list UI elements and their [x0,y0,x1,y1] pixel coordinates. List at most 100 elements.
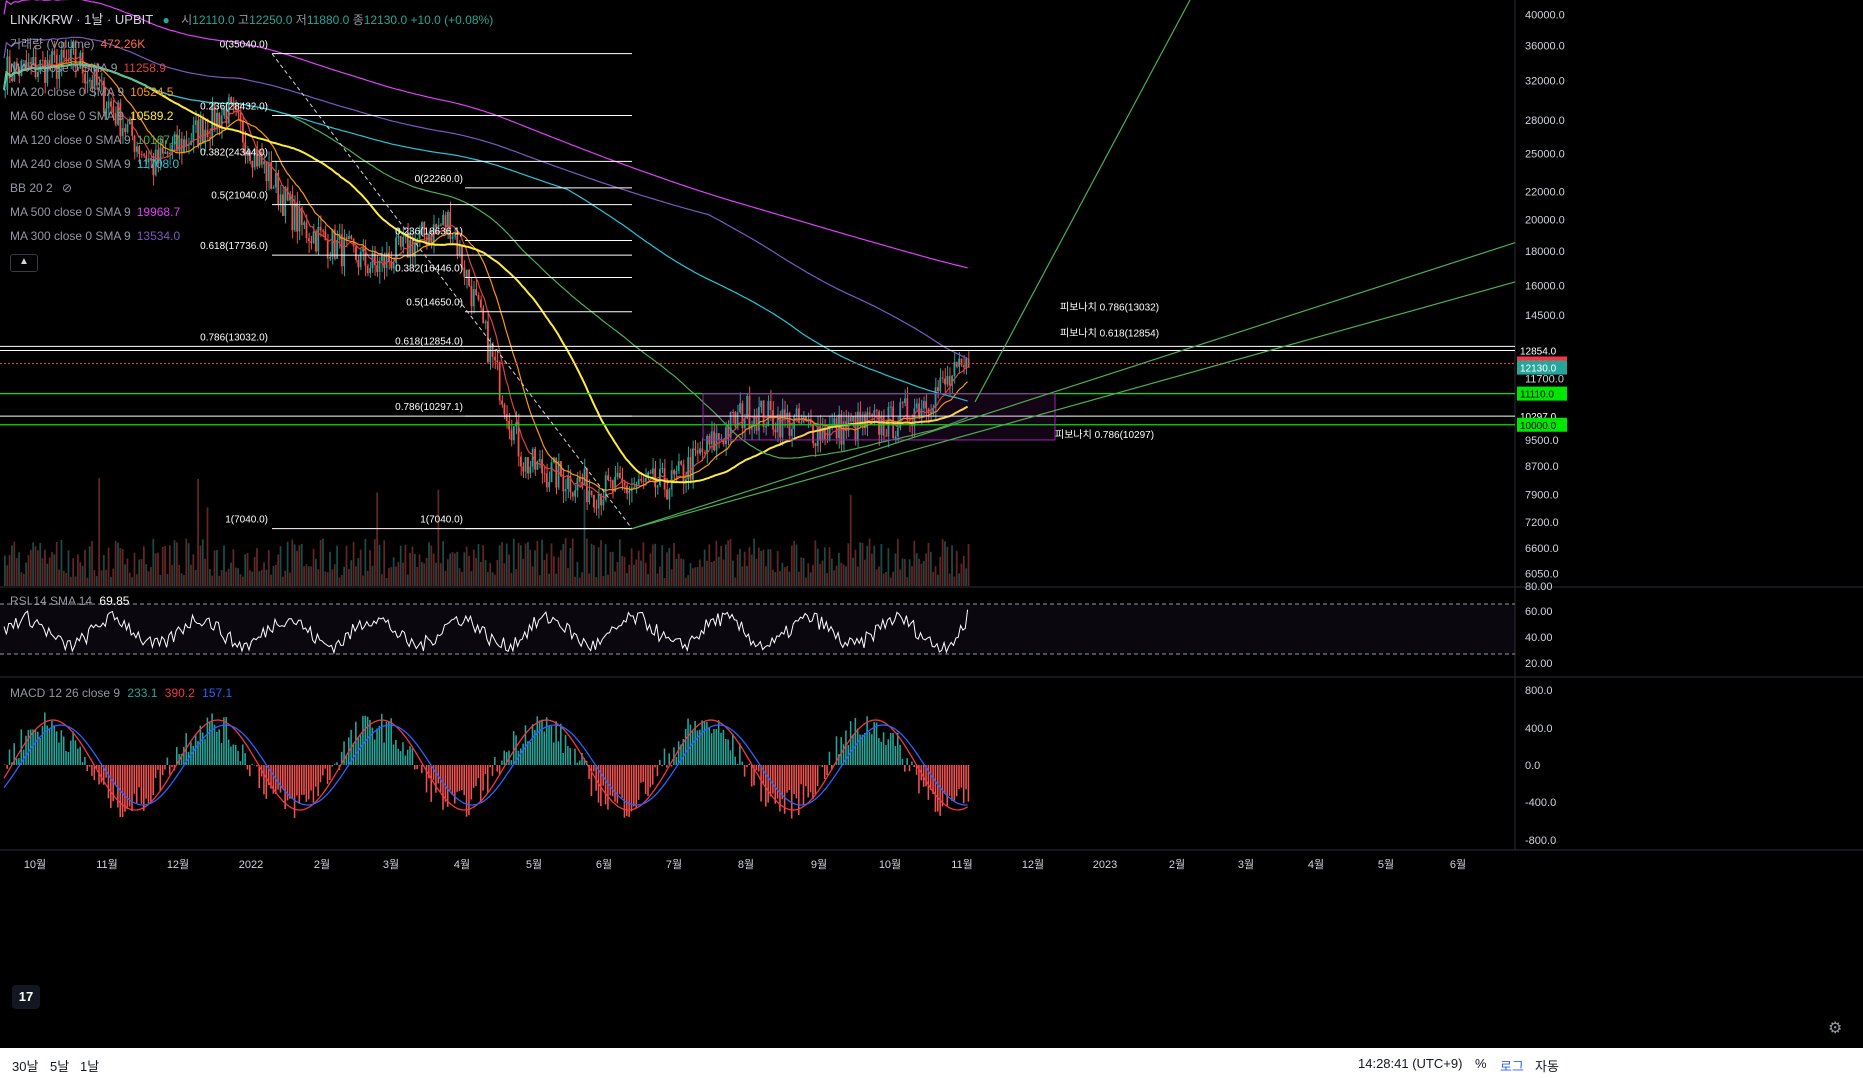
macd-hist-bar [687,719,689,765]
volume-bar [718,557,720,586]
volume-bar [871,554,873,586]
log-toggle[interactable]: 로그 [1500,1056,1524,1075]
rsi-tick-label: 20.00 [1525,658,1553,670]
macd-hist-bar [850,721,852,765]
indicator-row[interactable]: 거래량 (Volume) 472.26K [10,32,493,56]
candle-body [593,495,595,507]
symbol-title[interactable]: LINK/KRW · 1날 · UPBIT [10,12,153,27]
indicator-row[interactable]: MA 300 close 0 SMA 9 13534.0 [10,224,493,248]
macd-hist-bar [58,743,60,765]
price-tick-label: 6050.0 [1525,569,1559,581]
macd-hist-bar [626,765,628,816]
volume-bar [544,560,546,586]
volume-bar [258,571,260,586]
volume-bar [522,559,524,586]
macd-hist-bar [75,740,77,765]
macd-hist-bar [195,735,197,765]
macd-hist-bar [685,729,687,765]
percent-toggle[interactable]: % [1475,1056,1487,1071]
volume-bar [954,576,956,586]
volume-bar [506,544,508,586]
clock[interactable]: 14:28:41 (UTC+9) [1358,1056,1462,1071]
macd-hist-bar [529,742,531,765]
indicator-row[interactable]: BB 20 2 ⊘ [10,176,493,200]
macd-hist-bar [251,764,253,765]
macd-hist-bar [249,765,251,776]
volume-bar [315,559,317,586]
volume-bar [482,545,484,586]
indicator-row[interactable]: MA 9 close 0 SMA 9 11258.9 [10,56,493,80]
macd-hist-bar [393,745,395,765]
macd-hist-bar [16,758,18,765]
candle-body [697,450,699,453]
macd-hist-bar [904,765,906,772]
gear-icon[interactable]: ⚙ [1828,1018,1842,1038]
range-5d-button[interactable]: 5날 [50,1056,69,1075]
macd-hist-bar [668,753,670,765]
volume-bar [850,495,852,586]
macd-hist-bar [732,734,734,765]
candle-body [478,295,480,300]
macd-hist-bar [737,764,739,765]
volume-bar [447,559,449,586]
macd-hist-bar [141,765,143,804]
indicator-row[interactable]: MA 20 close 0 SMA 9 10524.5 [10,80,493,104]
indicator-row[interactable]: MA 120 close 0 SMA 9 10167.7 [10,128,493,152]
volume-bar [546,554,548,586]
volume-bar [513,539,515,586]
volume-bar [732,561,734,586]
volume-bar [242,577,244,586]
volume-bar [152,539,154,586]
volume-bar [84,550,86,586]
eye-hidden-icon[interactable]: ⊘ [59,181,72,195]
volume-bar [405,545,407,586]
macd-hist-bar [456,765,458,792]
volume-bar [963,556,965,586]
fib-label: 0.786(13032.0) [200,332,268,343]
tradingview-logo-icon[interactable]: 17 [12,985,40,1009]
macd-hist-bar [664,748,666,765]
volume-bar [169,545,171,586]
rsi-label[interactable]: RSI 14 SMA 14 [10,594,92,608]
macd-legend: MACD 12 26 close 9 233.1 390.2 157.1 [10,686,232,700]
macd-hist-bar [638,765,640,800]
indicator-value: 10589.2 [130,109,173,123]
volume-bar [388,568,390,586]
indicator-row[interactable]: MA 500 close 0 SMA 9 19968.7 [10,200,493,224]
rsi-tick-label: 40.00 [1525,632,1553,644]
volume-bar [86,578,88,586]
candle-body [501,401,503,405]
volume-bar [741,566,743,586]
candle-body [602,500,604,506]
candle-body [579,478,581,482]
price-tick-label: 16000.0 [1525,281,1565,293]
macd-hist-bar [379,726,381,765]
macd-hist-bar [482,765,484,791]
volume-bar [79,562,81,586]
volume-bar [346,546,348,586]
range-30d-button[interactable]: 30날 [12,1056,38,1075]
collapse-legend-button[interactable]: ▲ [10,254,38,272]
volume-bar [162,547,164,586]
indicator-row[interactable]: MA 60 close 0 SMA 9 10589.2 [10,104,493,128]
macd-hist-bar [822,765,824,767]
macd-hist-bar [541,720,543,765]
volume-bar [515,569,517,586]
annotation-text: 피보나치 0.618(12854) [1060,327,1159,339]
range-1d-button[interactable]: 1날 [80,1056,99,1075]
volume-bar [39,543,41,586]
macd-hist-bar [758,765,760,772]
status-dot-icon: ● [163,13,170,27]
indicator-row[interactable]: MA 240 close 0 SMA 9 11708.0 [10,152,493,176]
volume-bar [779,571,781,586]
volume-bar [595,577,597,586]
macd-hist-bar [643,765,645,782]
macd-label[interactable]: MACD 12 26 close 9 [10,686,120,700]
macd-hist-bar [9,749,11,765]
auto-toggle[interactable]: 자동 [1535,1056,1559,1075]
volume-bar [904,559,906,586]
candle-body [958,359,960,367]
macd-hist-bar [840,737,842,765]
macd-hist-bar [567,746,569,765]
macd-hist-bar [961,765,963,788]
